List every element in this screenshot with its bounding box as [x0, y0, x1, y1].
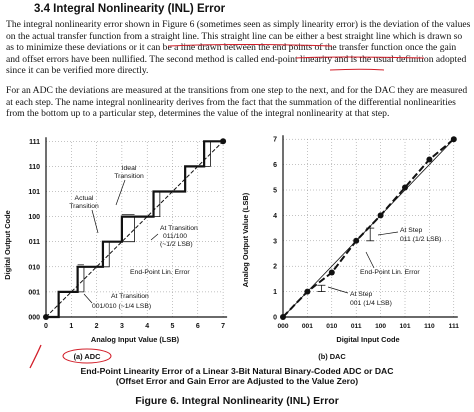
dac-at-step-lo: 001 (1/4 LSB)	[350, 300, 392, 307]
adc-y-tick-label: 001	[28, 289, 40, 296]
adc-ideal-label: Ideal	[122, 165, 137, 172]
dac-y-axis-label: Analog Output Value (LSB)	[241, 192, 250, 287]
dac-data-point	[328, 269, 335, 276]
figure-caption-line-1: End-Point Linearity Error of a Linear 3-…	[80, 366, 394, 376]
paragraph-1-line: as to minimize these deviations or it ca…	[6, 42, 457, 54]
adc-x-axis-label: Analog Input Value (LSB)	[91, 335, 180, 344]
adc-annotations: Ideal Transition Actual Transition At Tr…	[69, 165, 198, 310]
dac-chart-layer: 0 1 2 3 4 5 6 7 000 001 010 011 100 101 110 111	[273, 135, 459, 330]
adc-y-tick-label: 111	[29, 139, 40, 146]
dac-y-tick-label: 3	[273, 238, 277, 245]
dac-x-tick-label: 110	[424, 323, 435, 330]
dac-y-tick-label: 1	[273, 289, 277, 296]
adc-x-tick-label: 4	[145, 323, 149, 330]
dac-at-step-lo: At Step	[350, 291, 373, 298]
adc-x-tick-label: 5	[171, 323, 175, 330]
dac-x-tick-label: 101	[399, 323, 410, 330]
paragraph-1-line: on the actual transfer function from a s…	[6, 30, 463, 42]
adc-y-axis-label: Digital Output Code	[3, 210, 12, 279]
adc-endpoint-dot	[220, 138, 227, 145]
paragraph-1-line: The integral nonlinearity error shown in…	[6, 19, 471, 30]
dac-y-tick-label: 6	[273, 162, 277, 169]
adc-x-tick-label: 1	[69, 323, 73, 330]
adc-at-transition-hi: 011/100	[163, 233, 187, 240]
dac-x-tick-label: 000	[277, 323, 288, 330]
adc-y-tick-label: 011	[29, 239, 40, 246]
dac-x-tick-label: 010	[326, 323, 337, 330]
paragraph-2-line: For an ADC the deviations are measured a…	[6, 85, 468, 96]
dac-at-step-hi: At Step	[400, 227, 423, 234]
adc-leader-lines	[83, 179, 159, 304]
adc-at-transition-lo: 001/010 (~1/4 LSB)	[92, 303, 151, 310]
dac-x-axis-label: Digital Input Code	[336, 335, 399, 344]
adc-leader-ideal	[115, 179, 126, 206]
dac-sublabel: (b) DAC	[318, 352, 346, 361]
dac-x-tick-label: 001	[302, 323, 313, 330]
adc-at-transition-hi: (~1/2 LSB)	[160, 241, 193, 248]
paragraph-2-line: at each step. The name integral nonlinea…	[6, 96, 456, 108]
dac-data-point	[402, 184, 408, 191]
dac-at-step-hi: 011 (1/2 LSB)	[400, 236, 441, 243]
adc-x-tick-label: 6	[196, 323, 200, 330]
dac-leader-lines	[327, 231, 399, 294]
dac-data-point	[426, 156, 433, 163]
dac-y-tick-label: 4	[273, 213, 277, 220]
adc-x-tick-label: 0	[44, 323, 48, 330]
adc-x-tick-label: 3	[120, 323, 124, 330]
adc-y-tick-label: 101	[28, 189, 40, 196]
paragraph-1: The integral nonlinearity error shown in…	[6, 19, 471, 77]
adc-y-tick-label: 000	[28, 315, 40, 322]
figure-title: Figure 6. Integral Nonlinearity (INL) Er…	[135, 395, 339, 407]
dac-x-tick-label: 011	[351, 323, 362, 330]
dac-y-tick-label: 2	[273, 264, 277, 271]
dac-data-point	[280, 314, 286, 320]
adc-y-tick-label: 110	[29, 164, 40, 171]
adc-actual-label: Actual	[75, 195, 94, 202]
adc-x-tick-label: 2	[95, 323, 99, 330]
adc-y-tick-label: 100	[28, 214, 40, 221]
dac-data-point	[450, 136, 457, 143]
adc-y-tick-label: 010	[28, 264, 40, 271]
dac-x-tick-label: 100	[375, 323, 386, 330]
paragraph-1-line: since it can be verified more directly.	[6, 65, 149, 77]
adc-actual-staircase	[46, 140, 224, 319]
paragraph-2-line: from the bottom up to a particular step,…	[6, 108, 390, 120]
dac-leader-endpoint	[365, 251, 375, 269]
adc-leader-hi	[150, 233, 159, 241]
dac-data-point	[304, 288, 311, 295]
dac-endpoint-label: End-Point Lin. Error	[360, 269, 420, 276]
dac-y-tick-label: 7	[273, 137, 277, 144]
adc-endpoint-label: End-Point Lin. Error	[130, 269, 190, 276]
adc-x-tick-label: 7	[221, 323, 225, 330]
dac-x-tick-label: 111	[449, 323, 460, 330]
paragraph-2: For an ADC the deviations are measured a…	[6, 85, 468, 120]
adc-ideal-label: Transition	[114, 173, 144, 180]
figure-caption-line-2: (Offset Error and Gain Error are Adjuste…	[115, 376, 359, 386]
dac-leader-lo	[327, 286, 349, 294]
adc-sublabel: (a) ADC	[74, 352, 101, 361]
adc-leader-lo	[83, 293, 93, 304]
dac-y-tick-label: 0	[273, 315, 277, 322]
section-title: 3.4 Integral Nonlinearity (INL) Error	[34, 3, 226, 15]
dac-data-point	[353, 237, 360, 244]
adc-at-transition-hi: At Transition	[160, 225, 198, 232]
adc-endpoint-line	[45, 140, 224, 318]
dac-leader-hi	[377, 231, 399, 236]
dac-y-tick-label: 5	[273, 188, 277, 195]
adc-actual-label: Transition	[69, 203, 99, 210]
adc-leader-actual	[91, 209, 99, 234]
adc-endpoint-dot	[43, 314, 49, 320]
paragraph-1-line: and offset errors have been nullified. T…	[6, 53, 467, 65]
adc-at-transition-lo: At Transition	[111, 293, 149, 300]
dac-data-point	[377, 212, 384, 219]
dac-annotations: At Step 011 (1/2 LSB) End-Point Lin. Err…	[350, 227, 441, 307]
